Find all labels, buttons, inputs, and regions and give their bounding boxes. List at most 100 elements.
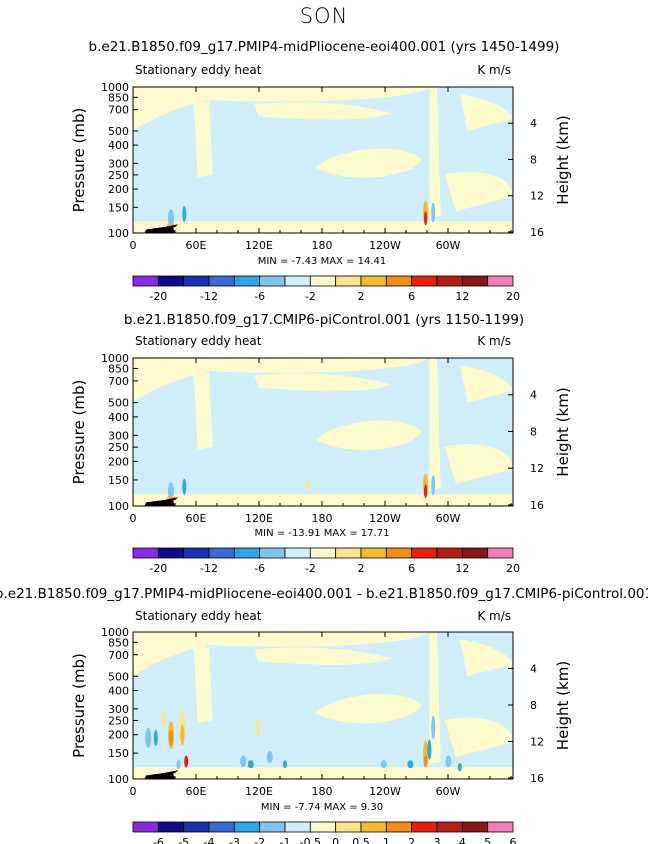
panel-title: b.e21.B1850.f09_g17.PMIP4-midPliocene-eo…: [0, 586, 648, 602]
colorbar-label: -6: [153, 836, 164, 844]
positive-region: [133, 221, 513, 233]
y-tick-label: 200: [108, 183, 129, 196]
colorbar-swatch: [132, 547, 159, 559]
y-tick-label: 850: [108, 636, 129, 649]
positive-region: [315, 694, 422, 724]
positive-max-core: [424, 211, 428, 226]
colorbar-swatch: [436, 547, 463, 559]
y-tick-label: 150: [108, 747, 129, 760]
positive-region: [133, 87, 430, 131]
contour-field: [133, 632, 513, 779]
colorbar-swatch: [233, 821, 261, 833]
negative-feature: [182, 478, 187, 495]
x-tick-label: 180: [312, 512, 333, 525]
y-axis-label: Pressure (mb): [70, 108, 88, 213]
y-tick-label: 150: [108, 201, 129, 214]
colorbar-swatch: [487, 547, 514, 559]
y-tick-label: 700: [108, 375, 129, 388]
colorbar-label: -6: [254, 290, 265, 303]
colorbar-swatch: [208, 547, 235, 559]
colorbar-label: 12: [455, 290, 469, 303]
colorbar-label: -2: [254, 836, 265, 844]
colorbar-label: 0: [332, 836, 339, 844]
anomaly-feature: [169, 729, 173, 746]
colorbar-swatch: [132, 275, 159, 287]
y-tick-label: 500: [108, 670, 129, 683]
y2-tick-label: 12: [530, 735, 544, 748]
anomaly-feature: [283, 760, 287, 769]
x-tick-label: 120W: [369, 785, 401, 798]
colorbar-label: 1: [383, 836, 390, 844]
colorbar-swatch: [233, 547, 261, 559]
colorbar-swatch: [360, 275, 387, 287]
y2-tick-label: 8: [530, 153, 537, 166]
x-tick-label: 60E: [186, 239, 207, 252]
panel-left-label: Stationary eddy heat: [135, 63, 262, 77]
anomaly-feature: [247, 760, 254, 769]
y-tick-label: 300: [108, 429, 129, 442]
stats-label: MIN = -13.91 MAX = 17.71: [255, 528, 390, 539]
colorbar-swatch: [284, 547, 311, 559]
y-tick-label: 100: [108, 227, 129, 240]
positive-region: [133, 494, 513, 506]
positive-region: [193, 646, 213, 724]
colorbar-swatch: [183, 547, 210, 559]
colorbar-label: -3: [229, 836, 240, 844]
y-tick-label: 850: [108, 362, 129, 375]
topography: [144, 499, 175, 506]
plot-frame: [132, 86, 514, 234]
positive-region: [429, 358, 441, 492]
colorbar-label: -6: [254, 562, 265, 575]
x-tick-label: 120E: [245, 512, 273, 525]
anomaly-feature: [176, 759, 181, 770]
y2-tick-label: 16: [530, 772, 544, 785]
negative-feature: [182, 206, 187, 223]
anomaly-feature: [180, 724, 185, 745]
anomaly-feature: [427, 739, 432, 760]
colorbar-label: -2: [305, 562, 316, 575]
x-tick-label: 180: [312, 239, 333, 252]
colorbar-swatch: [436, 275, 463, 287]
colorbar-label: -20: [149, 290, 167, 303]
colorbar-label: 0.5: [352, 836, 370, 844]
colorbar-swatch: [385, 547, 413, 559]
positive-region: [459, 639, 513, 677]
colorbar-label: -12: [200, 562, 218, 575]
colorbar-label: 20: [506, 290, 520, 303]
colorbar: -20 -12 -6 -2 2 6 12 20: [132, 275, 520, 303]
colorbar-swatch: [259, 821, 286, 833]
panel-units-label: K m/s: [477, 334, 511, 348]
colorbar: -20 -12 -6 -2 2 6 12 20: [132, 547, 520, 575]
colorbar-label: 2: [358, 562, 365, 575]
anomaly-feature: [407, 760, 414, 769]
y-tick-label: 700: [108, 104, 129, 117]
anomaly-feature: [145, 727, 152, 748]
anomaly-feature: [256, 717, 261, 738]
colorbar-swatch: [259, 275, 286, 287]
y2-tick-label: 4: [530, 389, 537, 402]
y2-axis-label: Height (km): [554, 661, 572, 750]
stats-label: MIN = -7.74 MAX = 9.30: [261, 802, 383, 813]
colorbar-label: -12: [200, 290, 218, 303]
negative-feature: [431, 475, 436, 496]
colorbar-label: 3: [434, 836, 441, 844]
y-tick-label: 1000: [101, 81, 129, 94]
colorbar-swatch: [157, 821, 185, 833]
topography: [144, 226, 175, 233]
y-tick-label: 700: [108, 649, 129, 662]
colorbar-label: 12: [455, 562, 469, 575]
negative-feature: [431, 202, 436, 223]
anomaly-feature: [457, 763, 462, 772]
colorbar-swatch: [385, 275, 413, 287]
colorbar-swatch: [487, 275, 514, 287]
colorbar-swatch: [309, 821, 337, 833]
anomaly-feature: [184, 755, 189, 768]
colorbar-label: 20: [506, 562, 520, 575]
x-tick-label: 60E: [186, 785, 207, 798]
panel-title: b.e21.B1850.f09_g17.PMIP4-midPliocene-eo…: [89, 39, 560, 55]
colorbar-swatch: [284, 821, 311, 833]
colorbar-swatch: [284, 275, 311, 287]
colorbar-label: 5: [484, 836, 491, 844]
anomaly-feature: [266, 750, 273, 763]
positive-region: [315, 148, 422, 178]
